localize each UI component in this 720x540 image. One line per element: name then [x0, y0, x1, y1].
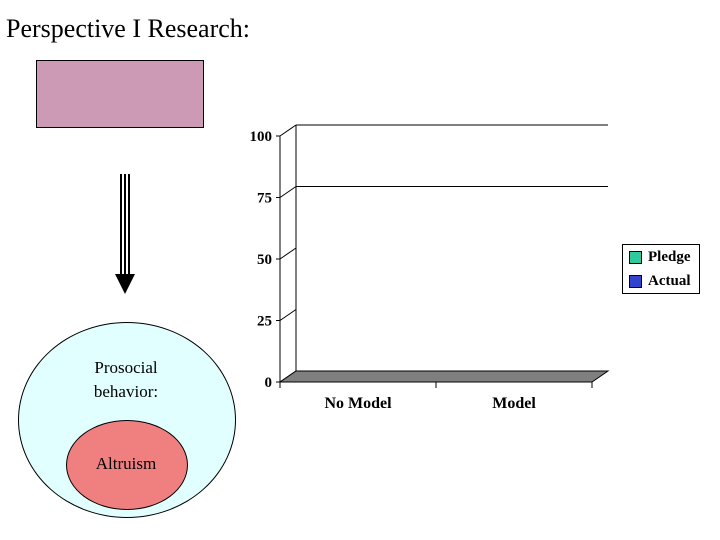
placeholder-box — [36, 60, 204, 128]
y-tick-connector — [279, 309, 297, 321]
y-tick-connector — [279, 124, 297, 137]
y-tick-label: 50 — [257, 252, 272, 268]
legend-swatch-actual — [629, 274, 642, 288]
y-tick-label: 100 — [250, 129, 273, 145]
y-tick-label: 25 — [257, 314, 272, 330]
y-tick-label: 0 — [265, 375, 273, 391]
legend-swatch-pledge — [629, 250, 642, 264]
x-tick-label: Model — [492, 395, 536, 412]
altruism-label: Altruism — [95, 454, 157, 473]
y-tick-connector — [279, 247, 297, 260]
slide-title: Perspective I Research: — [6, 14, 251, 43]
x-tick-label: No Model — [324, 395, 392, 412]
chart-floor — [278, 370, 610, 383]
y-tick-label: 75 — [257, 191, 272, 207]
y-tick-connector — [279, 186, 297, 198]
prosocial-label-line1: Prosocial — [94, 358, 158, 377]
legend-label-actual: Actual — [648, 272, 691, 289]
legend-item-pledge: Pledge — [623, 245, 699, 269]
altruism-circle — [66, 420, 188, 510]
prosocial-label-line2: behavior: — [93, 382, 159, 401]
down-arrow-icon — [115, 174, 135, 294]
legend-item-actual: Actual — [623, 269, 699, 293]
prosocial-behavior-label: Prosocial behavior: — [60, 356, 192, 404]
chart-legend: Pledge Actual — [622, 244, 700, 294]
legend-label-pledge: Pledge — [648, 248, 691, 265]
